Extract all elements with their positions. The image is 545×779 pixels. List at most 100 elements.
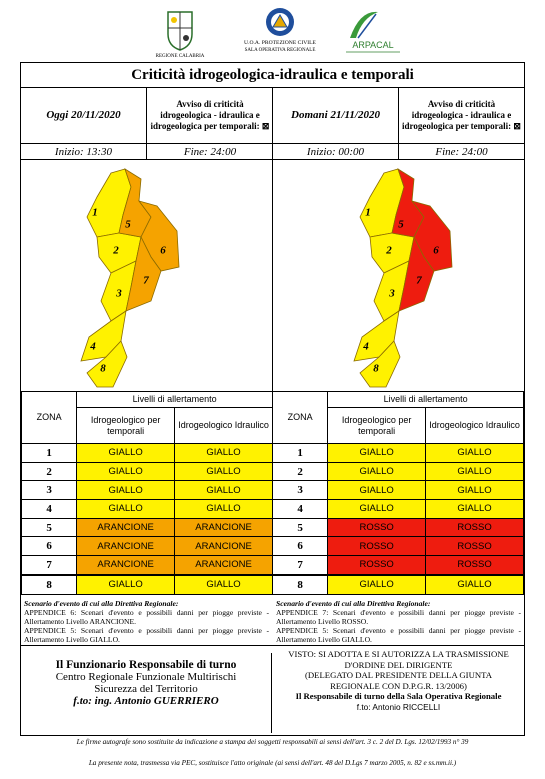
group-header: Livelli di allertamento: [327, 391, 524, 408]
logo-text: U.O.A. PROTEZIONE CIVILE: [244, 40, 317, 46]
alert-level: ROSSO: [327, 555, 427, 576]
zone-area: [125, 235, 162, 312]
zone-row: 8 GIALLO GIALLO: [271, 573, 524, 595]
scenario-line: APPENDICE 5: Scenari d'evento e possibil…: [24, 626, 269, 644]
logo-text: ARPACAL: [352, 40, 393, 50]
alert-level: GIALLO: [327, 480, 427, 501]
zone-label: 2: [112, 245, 119, 257]
logo-text: REGIONE CALABRIA: [156, 54, 205, 59]
divider: [272, 87, 273, 593]
table-container: ZONA Livelli di allertamento Idrogeologico…: [20, 391, 273, 595]
zone-map: 1 2 3 4 5 6 7 8: [353, 168, 453, 388]
zone-row: 6 ARANCIONE ARANCIONE: [20, 536, 273, 557]
scenario: Scenario d'evento di cui alla Direttiva …: [273, 597, 524, 645]
zone-row: 8 GIALLO GIALLO: [20, 573, 273, 595]
alert-level: GIALLO: [425, 443, 524, 463]
signature-left: Il Funzionario Responsabile di turno Cen…: [21, 653, 272, 733]
notice: Avviso di criticità idrogeologica - idra…: [398, 87, 524, 143]
zone-label: 8: [100, 363, 106, 375]
zone-number: 3: [20, 480, 78, 501]
alert-level: ROSSO: [327, 517, 427, 538]
scenario-title: Scenario d'evento di cui alla Direttiva …: [276, 599, 431, 608]
alert-level: GIALLO: [425, 461, 524, 482]
alert-level: ARANCIONE: [174, 517, 273, 538]
logo-arpacal: ARPACAL: [346, 11, 400, 53]
alert-level: GIALLO: [327, 499, 427, 519]
zone-number: 6: [271, 536, 329, 557]
zone-row: 5 ARANCIONE ARANCIONE: [20, 517, 273, 538]
group-header: Livelli di allertamento: [76, 391, 273, 408]
zone-label: 5: [125, 219, 131, 231]
column-header: Idrogeologico per temporali: [327, 407, 427, 444]
scenario-line: APPENDICE 6: Scenari d'evento e possibil…: [24, 608, 269, 626]
zone-number: 1: [20, 443, 78, 463]
end-time: Fine: 24:00: [398, 143, 524, 160]
zone-label: 4: [362, 341, 369, 353]
zone-row: 2 GIALLO GIALLO: [271, 461, 524, 482]
zone-row: 5 ROSSO ROSSO: [271, 517, 524, 538]
zone-row: 7 ROSSO ROSSO: [271, 555, 524, 576]
logo-protezione: U.O.A. PROTEZIONE CIVILE SALA OPERATIVA …: [244, 8, 317, 53]
zone-row: 3 GIALLO GIALLO: [271, 480, 524, 501]
zone-label: 4: [89, 341, 96, 353]
footer-line: La presente nota, trasmessa via PEC, sos…: [88, 759, 457, 767]
signature-line: D'ORDINE DEL DIRIGENTE: [344, 659, 453, 670]
alert-level: GIALLO: [174, 480, 273, 501]
header-row: ZONA Livelli di allertamento: [271, 391, 524, 444]
date: Oggi 20/11/2020: [46, 109, 121, 121]
alert-level: GIALLO: [76, 461, 176, 482]
zone-number: 8: [20, 573, 78, 595]
logo-regione: REGIONE CALABRIA: [156, 11, 205, 59]
zone-number: 7: [20, 555, 78, 576]
signature-line: VISTO: SI ADOTTA E SI AUTORIZZA LA TRASM…: [288, 649, 509, 659]
rule: [21, 645, 524, 646]
zone-area: [359, 340, 401, 388]
zone-label: 7: [416, 275, 422, 287]
zone-number: 7: [271, 555, 329, 576]
zone-number: 3: [271, 480, 329, 501]
alert-table: ZONA Livelli di allertamento Idrogeologico…: [271, 391, 524, 595]
zone-row: 1 GIALLO GIALLO: [20, 443, 273, 463]
zone-row: 3 GIALLO GIALLO: [20, 480, 273, 501]
zone-label: 1: [92, 207, 98, 219]
zone-label: 6: [160, 245, 166, 257]
header-row: Idrogeologico per temporali Idrogeologico…: [273, 407, 524, 444]
alert-level: ROSSO: [425, 536, 524, 557]
zone-label: 7: [143, 275, 149, 287]
zone-number: 1: [271, 443, 329, 463]
alert-level: GIALLO: [174, 499, 273, 519]
scenario-line: APPENDICE 7: Scenari d'evento e possibil…: [276, 608, 521, 626]
alert-level: GIALLO: [174, 573, 273, 595]
alert-level: ARANCIONE: [174, 555, 273, 576]
zone-number: 5: [20, 517, 78, 538]
zone-area: [398, 235, 435, 312]
zone-row: 1 GIALLO GIALLO: [271, 443, 524, 463]
signature-line: f.to: Antonio RICCELLI: [356, 701, 441, 712]
alert-table: ZONA Livelli di allertamento Idrogeologico…: [20, 391, 273, 595]
zone-area: [86, 340, 128, 388]
zone-label: 5: [398, 219, 404, 231]
zone-row: 4 GIALLO GIALLO: [271, 499, 524, 519]
signature-line: Centro Regionale Funzionale Multirischi: [55, 671, 237, 683]
zone-label: 8: [373, 363, 379, 375]
alert-level: ARANCIONE: [76, 555, 176, 576]
zone-number: 6: [20, 536, 78, 557]
zone-number: 5: [271, 517, 329, 538]
alert-level: ROSSO: [425, 517, 524, 538]
title: Criticità idrogeologica-idraulica e temp…: [21, 63, 524, 88]
zone-label: 3: [115, 288, 122, 300]
column-header: Idrogeologico Idraulico: [425, 407, 524, 444]
header-row: Idrogeologico per temporali Idrogeologico…: [22, 407, 273, 444]
zone-number: 4: [20, 499, 78, 519]
zone-header: ZONA: [271, 391, 329, 444]
footer-line: Le firme autografe sono sostituite da in…: [76, 738, 469, 746]
end-time: Fine: 24:00: [146, 143, 273, 160]
notice: Avviso di criticità idrogeologica - idra…: [146, 87, 273, 143]
alert-level: GIALLO: [174, 461, 273, 482]
scenario: Scenario d'evento di cui alla Direttiva …: [21, 597, 272, 645]
header-row: ZONA Livelli di allertamento: [20, 391, 273, 444]
signature-line: Il Responsabile di turno della Sala Oper…: [295, 691, 502, 702]
scenario-title: Scenario d'evento di cui alla Direttiva …: [24, 599, 179, 608]
alert-level: ROSSO: [327, 536, 427, 557]
